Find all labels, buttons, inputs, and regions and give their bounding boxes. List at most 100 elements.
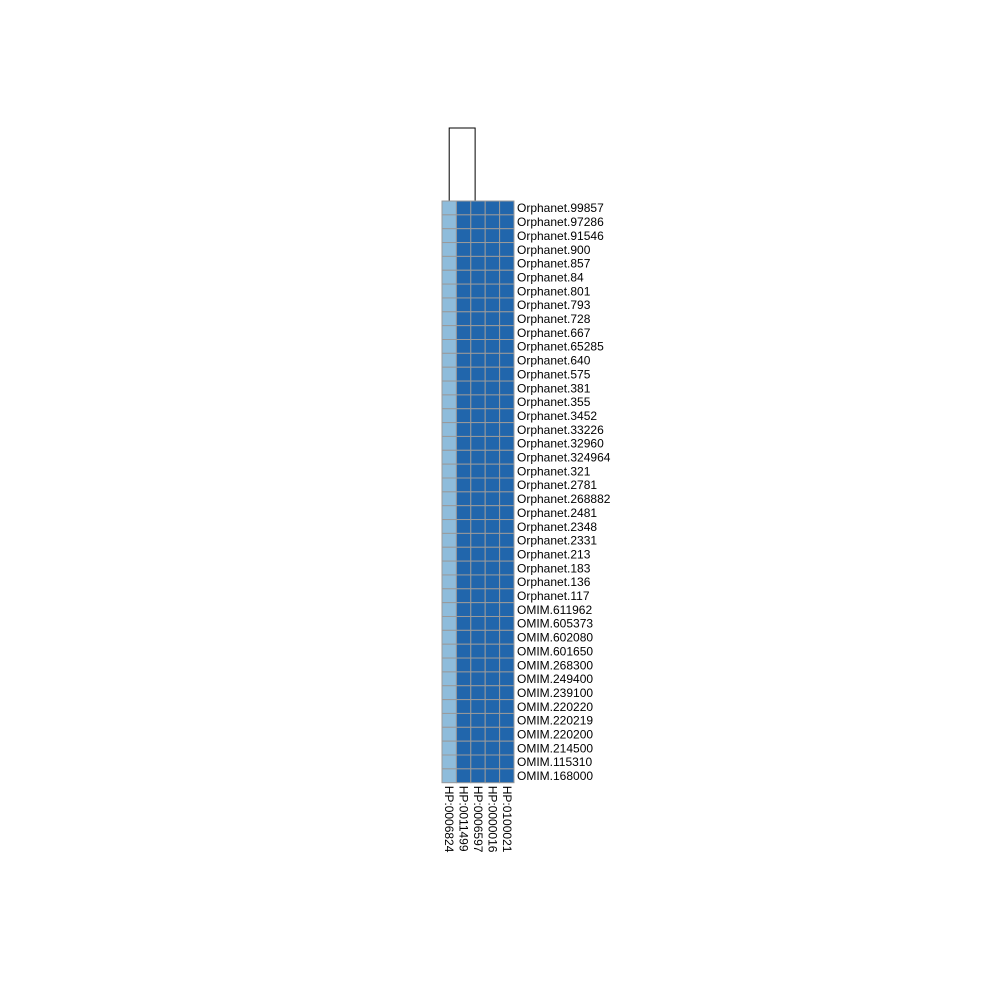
heatmap-cell (499, 588, 515, 604)
heatmap-cell (470, 671, 486, 687)
heatmap-cell (499, 532, 515, 548)
heatmap-cell (455, 629, 472, 645)
row-label: Orphanet.857 (517, 257, 591, 271)
row-label: OMIM.605373 (517, 617, 593, 631)
heatmap-cell (499, 228, 515, 244)
heatmap-cell (441, 269, 457, 285)
heatmap-cell (499, 629, 515, 645)
heatmap-cell (470, 532, 486, 548)
heatmap-cell (470, 491, 486, 507)
heatmap-cell (441, 754, 457, 770)
row-label: Orphanet.33226 (517, 423, 604, 437)
heatmap-cell (441, 712, 457, 728)
heatmap-cell (455, 366, 472, 382)
heatmap-cell (499, 283, 515, 299)
heatmap-cell (470, 242, 486, 257)
heatmap-cell (499, 422, 515, 437)
heatmap-cell (470, 643, 486, 659)
heatmap-cell (499, 657, 515, 673)
heatmap-cell (441, 366, 457, 382)
heatmap-cell (470, 214, 486, 230)
row-label: OMIM.115310 (517, 755, 592, 769)
heatmap-cell (470, 380, 486, 396)
heatmap-cell (441, 435, 457, 451)
heatmap-cell (484, 297, 501, 313)
heatmap-cell (499, 325, 515, 340)
heatmap-cell (484, 505, 501, 521)
heatmap-cell (484, 560, 501, 576)
heatmap-cell (470, 574, 486, 590)
heatmap-cell (455, 616, 472, 631)
heatmap-cell (441, 560, 457, 576)
heatmap-cell (499, 255, 515, 271)
heatmap-cell (484, 602, 501, 618)
heatmap-cell (441, 643, 457, 659)
heatmap-cell (499, 671, 515, 687)
heatmap-cell (441, 325, 457, 340)
heatmap-cell (484, 366, 501, 382)
heatmap-cell (441, 255, 457, 271)
heatmap-cell (470, 712, 486, 728)
heatmap-cell (455, 685, 472, 701)
row-label: Orphanet.575 (517, 367, 591, 381)
heatmap-cell (441, 297, 457, 313)
heatmap-cell (470, 255, 486, 271)
heatmap-cell (484, 699, 501, 714)
heatmap-cell (470, 616, 486, 631)
heatmap-cell (499, 519, 515, 534)
heatmap-cell (499, 726, 515, 742)
heatmap-cell (455, 408, 472, 424)
row-label: Orphanet.381 (517, 381, 591, 395)
heatmap-cell (455, 712, 472, 728)
heatmap-cell (484, 546, 501, 562)
heatmap-cell (441, 491, 457, 507)
heatmap-cell (484, 408, 501, 424)
heatmap-cell (484, 311, 501, 327)
heatmap-cell (484, 768, 501, 784)
heatmap-cell (484, 325, 501, 340)
heatmap-cell (499, 435, 515, 451)
heatmap-cell (441, 449, 457, 465)
heatmap-cell (441, 519, 457, 534)
heatmap-cell (499, 712, 515, 728)
column-label: HP:0006824 (442, 786, 456, 853)
heatmap-cell (470, 685, 486, 701)
heatmap-cell (441, 228, 457, 244)
heatmap-cell (441, 394, 457, 410)
row-label: OMIM.602080 (517, 631, 593, 645)
heatmap-cell (441, 408, 457, 424)
heatmap-cell (455, 352, 472, 368)
row-label: Orphanet.183 (517, 561, 591, 575)
heatmap-cell (484, 394, 501, 410)
heatmap-cell (499, 740, 515, 756)
heatmap-cells (441, 200, 515, 784)
heatmap-cell (470, 297, 486, 313)
column-label: HP:0100021 (500, 786, 514, 853)
heatmap-cell (470, 325, 486, 340)
row-label: Orphanet.801 (517, 284, 591, 298)
heatmap-cell (484, 380, 501, 396)
row-label: Orphanet.793 (517, 298, 591, 312)
row-label: Orphanet.324964 (517, 451, 611, 465)
column-dendrogram (448, 127, 476, 201)
row-label: OMIM.249400 (517, 672, 593, 686)
heatmap-cell (441, 629, 457, 645)
heatmap-cell (455, 394, 472, 410)
row-label: OMIM.611962 (517, 603, 592, 617)
heatmap-cell (441, 242, 457, 257)
row-label: Orphanet.65285 (517, 340, 604, 354)
heatmap-cell (499, 685, 515, 701)
heatmap-cell (484, 629, 501, 645)
heatmap-cell (455, 463, 472, 479)
heatmap-cell (470, 629, 486, 645)
heatmap-cell (470, 699, 486, 714)
column-labels: HP:0006824 HP:0011499 HP:0006597 HP:0000016… (442, 786, 514, 853)
heatmap-cell (484, 616, 501, 631)
heatmap-cell (499, 352, 515, 368)
row-label: Orphanet.84 (517, 270, 584, 284)
row-label: Orphanet.2781 (517, 478, 597, 492)
row-label: Orphanet.728 (517, 312, 591, 326)
row-label: Orphanet.2331 (517, 534, 597, 548)
row-labels: Orphanet.99857Orphanet.97286Orphanet.915… (517, 201, 611, 783)
